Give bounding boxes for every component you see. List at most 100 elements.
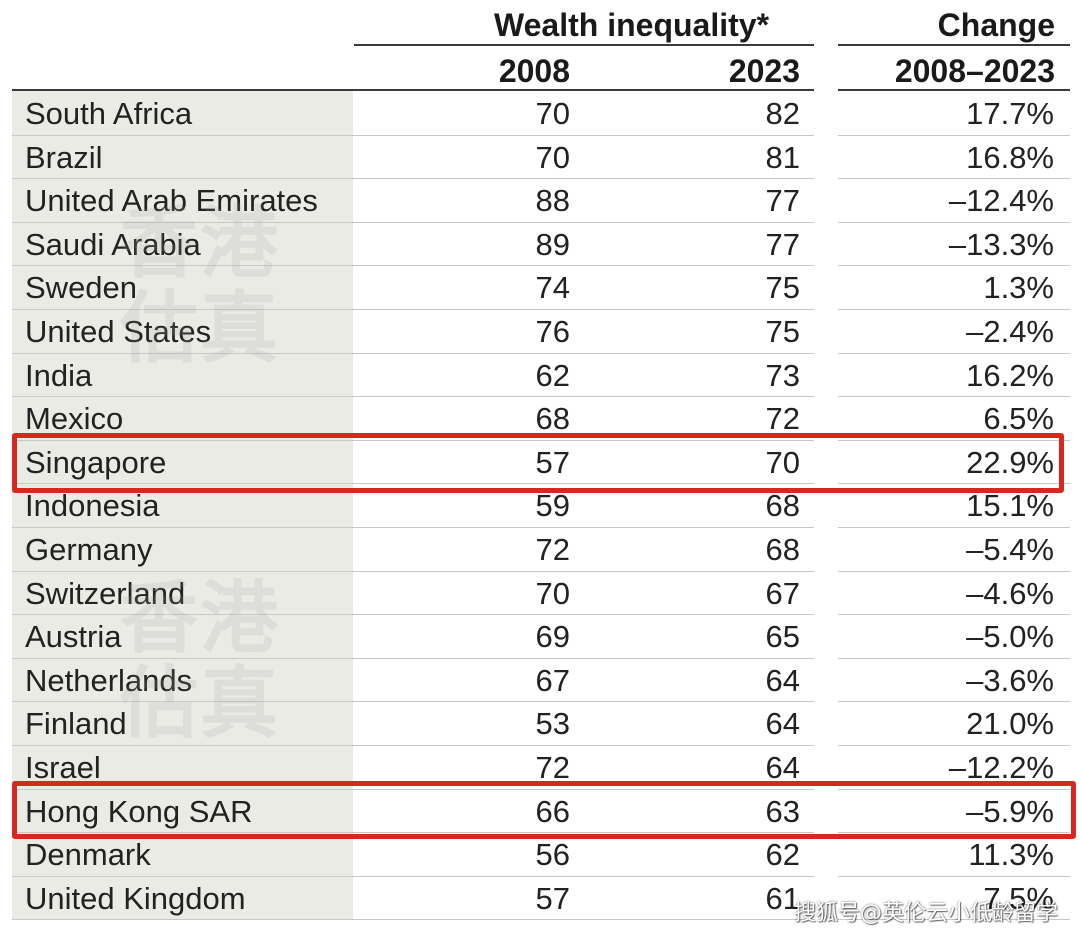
table-row: Saudi Arabia 89 77 –13.3% [0, 223, 1080, 267]
row-divider [838, 744, 1070, 746]
value-2008-cell: 57 [535, 880, 570, 916]
country-cell: Germany [25, 532, 153, 567]
change-cell: –4.6% [966, 575, 1054, 611]
change-cell: 16.8% [966, 139, 1054, 175]
change-cell: –2.4% [966, 314, 1054, 349]
value-2008-cell: 53 [535, 706, 570, 742]
country-cell: Saudi Arabia [25, 226, 201, 262]
table-row: South Africa 70 82 17.7% [0, 92, 1080, 136]
row-divider [12, 614, 814, 616]
table-row: Finland 53 64 21.0% [0, 702, 1080, 746]
row-divider [838, 614, 1070, 616]
country-cell: Netherlands [25, 662, 193, 698]
value-2023-cell: 81 [765, 139, 800, 175]
table-row: United Kingdom 57 61 7.5% [0, 877, 1080, 921]
change-header: Change [937, 7, 1055, 43]
value-2008-cell: 57 [535, 444, 570, 480]
value-2023-cell: 68 [765, 532, 800, 567]
row-divider [12, 483, 814, 485]
country-cell: India [25, 357, 93, 393]
row-divider [838, 570, 1070, 572]
change-cell: 7.5% [983, 880, 1054, 916]
row-divider [12, 788, 814, 790]
row-divider [12, 526, 814, 528]
value-2023-cell: 62 [765, 837, 800, 873]
table-row: Israel 72 64 –12.2% [0, 746, 1080, 790]
row-divider [12, 221, 814, 223]
row-divider [838, 657, 1070, 659]
change-cell: –12.4% [948, 183, 1054, 219]
change-cell: –13.3% [948, 226, 1054, 262]
value-2023-cell: 72 [765, 401, 800, 437]
value-2008-cell: 70 [535, 139, 570, 175]
row-divider [838, 875, 1070, 877]
change-cell: –5.0% [966, 619, 1054, 655]
value-2023-cell: 61 [765, 880, 800, 916]
value-2023-cell: 70 [765, 444, 800, 480]
table-row: Austria 69 65 –5.0% [0, 615, 1080, 659]
source-credit-watermark: 搜狐号@英伦云小低龄留学 [793, 901, 1058, 926]
row-divider [838, 352, 1070, 354]
country-cell: Israel [25, 750, 101, 785]
row-divider [838, 526, 1070, 528]
value-2008-cell: 89 [535, 226, 570, 262]
change-cell: –3.6% [966, 662, 1054, 698]
row-divider [838, 701, 1070, 703]
country-cell: Sweden [25, 270, 138, 306]
change-header-rule [838, 44, 1070, 46]
value-2023-cell: 75 [765, 314, 800, 349]
country-cell: Austria [25, 619, 122, 655]
country-cell: Hong Kong SAR [25, 793, 253, 829]
watermark-char: 估 [120, 659, 199, 749]
row-divider [838, 221, 1070, 223]
change-top-rule [838, 89, 1070, 91]
value-2008-cell: 56 [535, 837, 570, 873]
value-2023-cell: 75 [765, 270, 800, 306]
table-row: Sweden 74 75 1.3% [0, 266, 1080, 310]
value-2023-cell: 82 [765, 96, 800, 131]
change-cell: 11.3% [968, 837, 1054, 873]
change-cell: –12.2% [948, 750, 1054, 785]
value-2008-cell: 70 [535, 575, 570, 611]
row-divider [12, 657, 814, 659]
watermark-char: 港 [200, 199, 279, 289]
row-divider [838, 483, 1070, 485]
value-2023-cell: 73 [765, 357, 800, 393]
country-cell: Indonesia [25, 488, 160, 524]
change-cell: 16.2% [966, 357, 1054, 393]
row-divider [838, 439, 1070, 441]
column-header-2008: 2008 [498, 53, 570, 89]
row-divider [12, 265, 814, 267]
value-2023-cell: 67 [765, 575, 800, 611]
row-divider [12, 875, 814, 877]
row-divider [12, 744, 814, 746]
change-cell: –5.4% [966, 532, 1054, 567]
table-row: Hong Kong SAR 66 63 –5.9% [0, 790, 1080, 834]
value-2023-cell: 64 [765, 706, 800, 742]
watermark-char: 估 [120, 284, 199, 374]
value-2008-cell: 70 [535, 96, 570, 131]
row-divider [12, 919, 814, 921]
value-2023-cell: 63 [765, 793, 800, 829]
value-2023-cell: 77 [765, 226, 800, 262]
country-cell: United Arab Emirates [25, 183, 318, 219]
country-cell: Finland [25, 706, 127, 742]
value-2023-cell: 77 [765, 183, 800, 219]
highlight-box-singapore [12, 433, 1064, 493]
watermark-char: 港 [200, 574, 279, 664]
change-cell: 17.7% [966, 96, 1054, 131]
value-2023-cell: 64 [765, 750, 800, 785]
highlight-box-hong-kong [12, 781, 1076, 839]
row-divider [12, 701, 814, 703]
table-row: United States 76 75 –2.4% [0, 310, 1080, 354]
row-divider [12, 832, 814, 834]
row-divider [12, 396, 814, 398]
value-2023-cell: 68 [765, 488, 800, 524]
table-row: Indonesia 59 68 15.1% [0, 484, 1080, 528]
row-divider [12, 439, 814, 441]
country-cell: Switzerland [25, 575, 186, 611]
row-divider [12, 352, 814, 354]
row-divider [838, 832, 1070, 834]
value-2023-cell: 64 [765, 662, 800, 698]
